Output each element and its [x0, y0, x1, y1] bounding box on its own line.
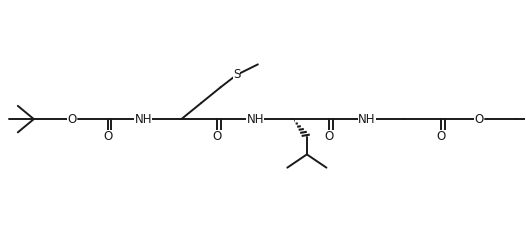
Text: O: O [474, 113, 484, 125]
Text: S: S [233, 68, 240, 81]
Text: O: O [325, 130, 333, 143]
Text: NH: NH [358, 113, 376, 125]
Text: O: O [103, 130, 112, 143]
Text: NH: NH [246, 113, 264, 125]
Text: O: O [67, 113, 77, 125]
Text: O: O [436, 130, 446, 143]
Text: O: O [213, 130, 221, 143]
Text: NH: NH [135, 113, 152, 125]
